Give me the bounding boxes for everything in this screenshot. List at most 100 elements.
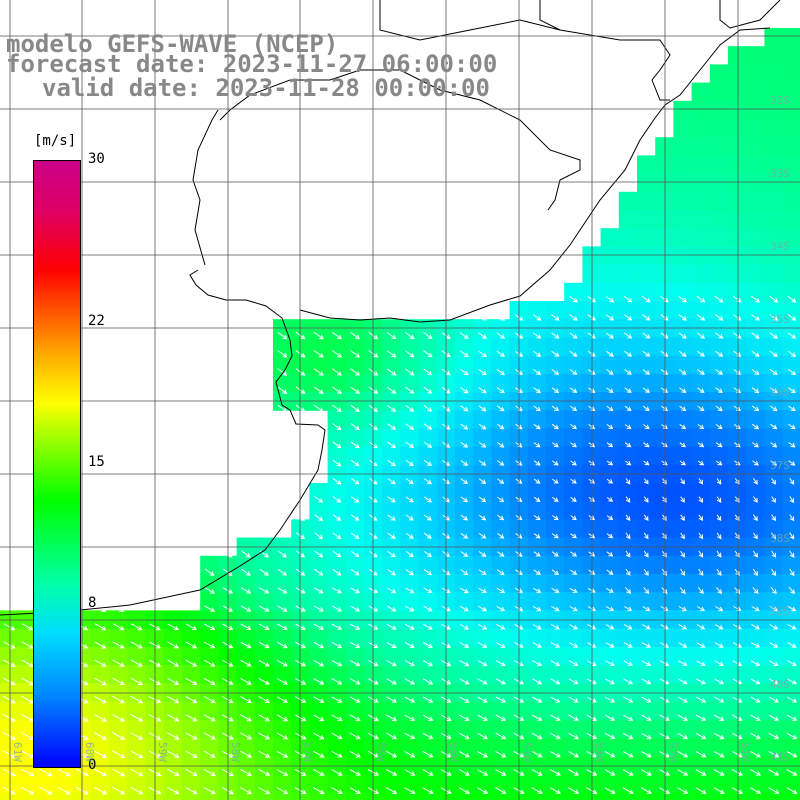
wind-speed-cell: [455, 410, 474, 429]
wind-vector: [277, 623, 288, 630]
wind-vector: [623, 678, 634, 685]
wind-vector: [39, 786, 53, 795]
wind-vector: [751, 624, 760, 630]
wind-vector: [276, 732, 289, 740]
wind-speed-cell: [764, 337, 784, 357]
wind-vector: [750, 714, 761, 721]
wind-vector: [331, 768, 343, 776]
wind-speed-cell: [564, 483, 583, 502]
wind-speed-cell: [236, 555, 256, 575]
wind-vector: [240, 659, 252, 667]
wind-vector: [771, 550, 777, 558]
wind-vector: [680, 550, 685, 558]
wind-vector: [386, 623, 397, 630]
wind-vector: [606, 369, 614, 375]
wind-speed-cell: [473, 446, 492, 466]
wind-speed-cell: [691, 301, 711, 320]
wind-vector: [313, 750, 325, 758]
wind-vector: [258, 787, 271, 795]
wind-speed-cell: [455, 319, 474, 338]
wind-vector: [350, 404, 360, 412]
wind-vector: [604, 732, 616, 740]
wind-speed-cell: [709, 173, 729, 193]
wind-vector: [258, 678, 270, 685]
wind-vector: [166, 750, 180, 758]
wind-vector: [770, 423, 778, 430]
wind-speed-cell: [764, 119, 784, 138]
wind-vector: [677, 696, 688, 703]
wind-vector: [422, 696, 434, 703]
wind-speed-cell: [382, 410, 401, 429]
valid-date: valid date: 2023-11-28 00:00:00: [42, 74, 490, 102]
wind-vector: [477, 750, 489, 758]
wind-speed-cell: [291, 355, 310, 375]
wind-speed-cell: [455, 519, 474, 539]
wind-speed-cell: [709, 574, 729, 593]
wind-vector: [716, 550, 722, 558]
wind-speed-cell: [491, 628, 511, 648]
wind-speed-cell: [473, 483, 492, 502]
wind-speed-cell: [728, 628, 747, 648]
wind-vector: [751, 295, 760, 303]
wind-vector: [459, 623, 470, 630]
colorbar-tick-label: 0: [88, 757, 97, 773]
wind-speed-cell: [782, 319, 800, 338]
wind-speed-cell: [455, 428, 474, 448]
model-title: modelo GEFS-WAVE (NCEP): [6, 30, 339, 58]
wind-vector: [640, 787, 652, 794]
wind-vector: [422, 732, 434, 740]
wind-vector: [752, 550, 758, 558]
wind-speed-cell: [345, 319, 365, 338]
wind-speed-cell: [691, 646, 711, 666]
wind-speed-cell: [764, 483, 784, 502]
wind-speed-cell: [782, 446, 800, 466]
wind-vector: [769, 660, 779, 667]
wind-speed-cell: [709, 228, 729, 247]
wind-vector: [313, 732, 325, 740]
wind-speed-cell: [327, 501, 347, 520]
wind-vector: [221, 750, 234, 758]
wind-speed-cell: [746, 446, 765, 466]
wind-vector: [387, 423, 396, 430]
wind-speed-cell: [764, 82, 784, 102]
wind-vector: [222, 677, 234, 685]
wind-vector: [569, 387, 578, 393]
wind-vector: [497, 514, 505, 521]
wind-vector: [331, 350, 342, 358]
wind-vector: [424, 532, 432, 539]
wind-vector: [751, 332, 760, 339]
wind-speed-cell: [400, 519, 420, 539]
longitude-label: 55W: [447, 742, 460, 762]
wind-vector: [313, 331, 324, 340]
wind-speed-cell: [382, 373, 401, 393]
wind-vector: [350, 350, 361, 358]
wind-vector: [622, 732, 634, 740]
wind-speed-cell: [673, 173, 693, 193]
wind-speed-cell: [618, 337, 638, 357]
wind-vector: [569, 569, 578, 575]
wind-vector: [404, 750, 416, 758]
wind-vector: [641, 750, 652, 758]
wind-vector: [551, 442, 559, 448]
wind-speed-cell: [473, 519, 492, 539]
wind-speed-cell: [564, 628, 583, 648]
wind-vector: [460, 368, 469, 376]
wind-speed-cell: [637, 592, 656, 611]
wind-vector: [478, 350, 487, 357]
wind-vector: [604, 750, 616, 758]
wind-vector: [495, 714, 507, 721]
wind-speed-cell: [709, 119, 729, 138]
wind-speed-cell: [345, 483, 365, 502]
wind-speed-cell: [546, 428, 565, 448]
longitude-label: 59W: [156, 742, 169, 762]
wind-speed-cell: [564, 592, 583, 611]
wind-vector: [386, 660, 397, 667]
wind-vector: [313, 768, 325, 776]
wind-speed-cell: [782, 555, 800, 575]
wind-vector: [423, 550, 432, 557]
wind-vector: [277, 568, 287, 576]
colorbar-tick-label: 30: [88, 151, 105, 167]
wind-vector: [714, 642, 724, 648]
wind-vector: [240, 714, 252, 722]
wind-speed-cell: [418, 592, 438, 611]
